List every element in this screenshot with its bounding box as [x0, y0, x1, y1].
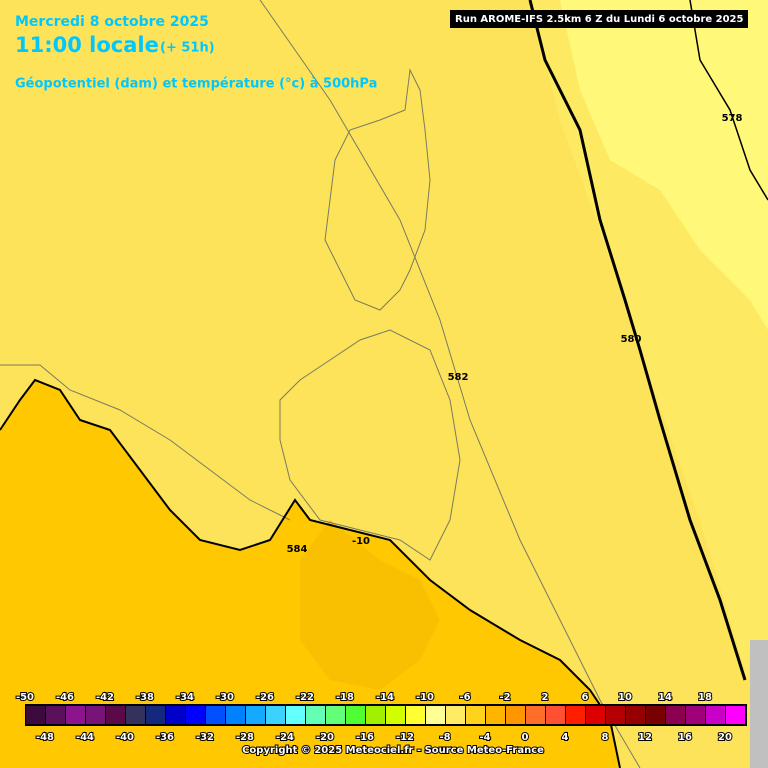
legend-swatch [386, 706, 405, 724]
no-data [750, 640, 768, 768]
legend-label: -2 [499, 692, 510, 703]
legend-swatch [486, 706, 505, 724]
legend-label: -48 [36, 732, 54, 743]
legend-swatch [86, 706, 105, 724]
legend-label: -42 [96, 692, 114, 703]
date: Mercredi 8 octobre 2025 [15, 14, 209, 30]
legend-swatch [626, 706, 645, 724]
run-box [450, 10, 748, 28]
legend-swatch [266, 706, 285, 724]
legend-swatch [726, 706, 745, 724]
legend-label: -40 [116, 732, 134, 743]
legend-swatch [646, 706, 665, 724]
legend-swatch [466, 706, 485, 724]
legend-label: -14 [376, 692, 394, 703]
legend-label: -34 [176, 692, 194, 703]
legend-label: -6 [459, 692, 470, 703]
legend-label: 14 [658, 692, 672, 703]
time: 11:00 locale [15, 33, 159, 57]
subtitle: Géopotentiel (dam) et température (°c) à… [15, 77, 377, 92]
legend-label: -28 [236, 732, 254, 743]
legend-swatch [166, 706, 185, 724]
legend-swatch [406, 706, 425, 724]
legend-swatch [106, 706, 125, 724]
lead: (+ 51h) [160, 41, 215, 56]
contour-label: 580 [621, 334, 642, 345]
legend-swatch [326, 706, 345, 724]
legend-swatch [706, 706, 725, 724]
legend-label: -36 [156, 732, 174, 743]
legend-swatch [46, 706, 65, 724]
legend-label: 8 [602, 732, 609, 743]
pale-zone [560, 0, 768, 330]
legend-label: -16 [356, 732, 374, 743]
legend-label: 0 [522, 732, 529, 743]
legend-label: 4 [562, 732, 569, 743]
legend-label: -46 [56, 692, 74, 703]
legend-swatch [666, 706, 685, 724]
run-info: Run AROME-IFS 2.5km 6 Z du Lundi 6 octob… [455, 14, 744, 25]
legend-label: 18 [698, 692, 712, 703]
legend-swatch [66, 706, 85, 724]
legend-swatch [226, 706, 245, 724]
legend-swatch [146, 706, 165, 724]
legend-label: -8 [439, 732, 450, 743]
legend-swatch [306, 706, 325, 724]
legend-swatch [186, 706, 205, 724]
legend-swatch [366, 706, 385, 724]
legend-label: 20 [718, 732, 732, 743]
legend-label: -50 [16, 692, 34, 703]
legend-swatch [426, 706, 445, 724]
legend-label: -24 [276, 732, 294, 743]
legend-swatch [126, 706, 145, 724]
contour-label: -10 [352, 536, 370, 547]
legend-label: 12 [638, 732, 652, 743]
contour-label: 582 [448, 372, 469, 383]
legend-swatch [686, 706, 705, 724]
legend-swatch [346, 706, 365, 724]
cold-patch [300, 520, 440, 690]
legend-label: 10 [618, 692, 632, 703]
legend-label: -26 [256, 692, 274, 703]
legend-swatch [546, 706, 565, 724]
coastlines [0, 0, 641, 768]
legend-label: 16 [678, 732, 692, 743]
contour-label: 578 [722, 113, 743, 124]
contour-label: 584 [287, 544, 308, 555]
legend-label: -10 [416, 692, 434, 703]
legend-swatch [566, 706, 585, 724]
legend-label: -12 [396, 732, 414, 743]
legend-swatch [506, 706, 525, 724]
legend-label: -32 [196, 732, 214, 743]
legend-swatch [586, 706, 605, 724]
legend-swatch [26, 706, 45, 724]
legend-label: 2 [542, 692, 549, 703]
footer: Copyright © 2025 Meteociel.fr - Source M… [242, 745, 544, 756]
legend-label: -30 [216, 692, 234, 703]
legend-swatch [286, 706, 305, 724]
legend-swatch [446, 706, 465, 724]
legend-label: -4 [479, 732, 490, 743]
legend-swatch [246, 706, 265, 724]
legend-label: -20 [316, 732, 334, 743]
legend-label: 6 [582, 692, 589, 703]
legend-label: -44 [76, 732, 94, 743]
legend-label: -38 [136, 692, 154, 703]
legend-swatch [206, 706, 225, 724]
legend-label: -18 [336, 692, 354, 703]
legend-swatch [526, 706, 545, 724]
legend-label: -22 [296, 692, 314, 703]
legend-swatch [606, 706, 625, 724]
